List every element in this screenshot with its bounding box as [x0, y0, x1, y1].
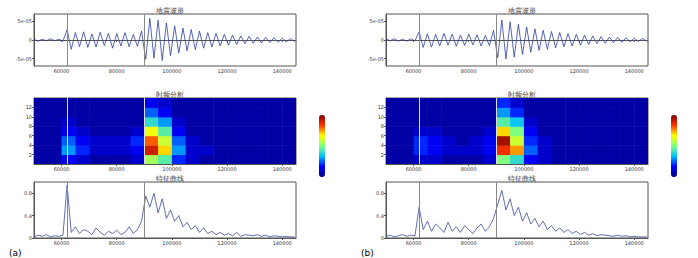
svg-text:地震波形: 地震波形 [155, 7, 184, 15]
svg-text:0: 0 [29, 37, 32, 43]
svg-text:120000: 120000 [570, 68, 589, 74]
svg-text:140000: 140000 [625, 68, 644, 74]
svg-text:0.8: 0.8 [24, 190, 32, 196]
svg-text:8: 8 [29, 123, 32, 129]
svg-text:80000: 80000 [109, 240, 125, 246]
svg-text:100000: 100000 [514, 68, 533, 74]
svg-text:80000: 80000 [461, 166, 477, 172]
svg-text:60000: 60000 [406, 166, 422, 172]
svg-text:(b): (b) [361, 248, 374, 258]
svg-text:地震波形: 地震波形 [507, 7, 536, 15]
svg-text:120000: 120000 [570, 166, 589, 172]
svg-text:4: 4 [29, 142, 32, 148]
svg-text:120000: 120000 [570, 240, 589, 246]
svg-text:60000: 60000 [54, 240, 70, 246]
svg-text:5e-05: 5e-05 [370, 18, 384, 24]
svg-text:80000: 80000 [109, 166, 125, 172]
svg-text:特征曲线: 特征曲线 [508, 175, 536, 183]
svg-text:-5e-05: -5e-05 [16, 56, 32, 62]
svg-text:100000: 100000 [162, 166, 181, 172]
svg-text:10: 10 [26, 114, 32, 120]
svg-text:时频分析: 时频分析 [508, 91, 536, 99]
svg-text:8: 8 [381, 123, 384, 129]
svg-text:2: 2 [29, 152, 32, 158]
svg-text:60000: 60000 [406, 240, 422, 246]
svg-text:0.4: 0.4 [376, 213, 384, 219]
svg-text:4: 4 [381, 142, 384, 148]
svg-text:时频分析: 时频分析 [156, 91, 184, 99]
svg-text:0: 0 [381, 235, 384, 241]
svg-text:6: 6 [29, 133, 32, 139]
svg-text:120000: 120000 [218, 240, 237, 246]
svg-text:80000: 80000 [461, 240, 477, 246]
svg-text:140000: 140000 [273, 166, 292, 172]
svg-text:100000: 100000 [162, 68, 181, 74]
svg-text:100000: 100000 [514, 166, 533, 172]
svg-text:140000: 140000 [625, 166, 644, 172]
svg-text:12: 12 [26, 104, 32, 110]
svg-text:60000: 60000 [54, 68, 70, 74]
svg-text:0.8: 0.8 [376, 190, 384, 196]
svg-text:0: 0 [381, 37, 384, 43]
svg-text:120000: 120000 [218, 166, 237, 172]
svg-text:特征曲线: 特征曲线 [156, 175, 184, 183]
svg-text:60000: 60000 [54, 166, 70, 172]
svg-text:0.4: 0.4 [24, 213, 32, 219]
svg-text:140000: 140000 [625, 240, 644, 246]
svg-text:0: 0 [29, 235, 32, 241]
svg-text:100000: 100000 [514, 240, 533, 246]
svg-text:80000: 80000 [109, 68, 125, 74]
svg-text:12: 12 [378, 104, 384, 110]
svg-text:140000: 140000 [273, 240, 292, 246]
svg-text:100000: 100000 [162, 240, 181, 246]
svg-text:80000: 80000 [461, 68, 477, 74]
svg-text:120000: 120000 [218, 68, 237, 74]
svg-text:10: 10 [378, 114, 384, 120]
svg-text:60000: 60000 [406, 68, 422, 74]
svg-text:2: 2 [381, 152, 384, 158]
svg-text:(a): (a) [9, 248, 22, 258]
svg-text:5e-05: 5e-05 [18, 18, 32, 24]
svg-text:6: 6 [381, 133, 384, 139]
svg-text:-5e-05: -5e-05 [368, 56, 384, 62]
svg-text:140000: 140000 [273, 68, 292, 74]
